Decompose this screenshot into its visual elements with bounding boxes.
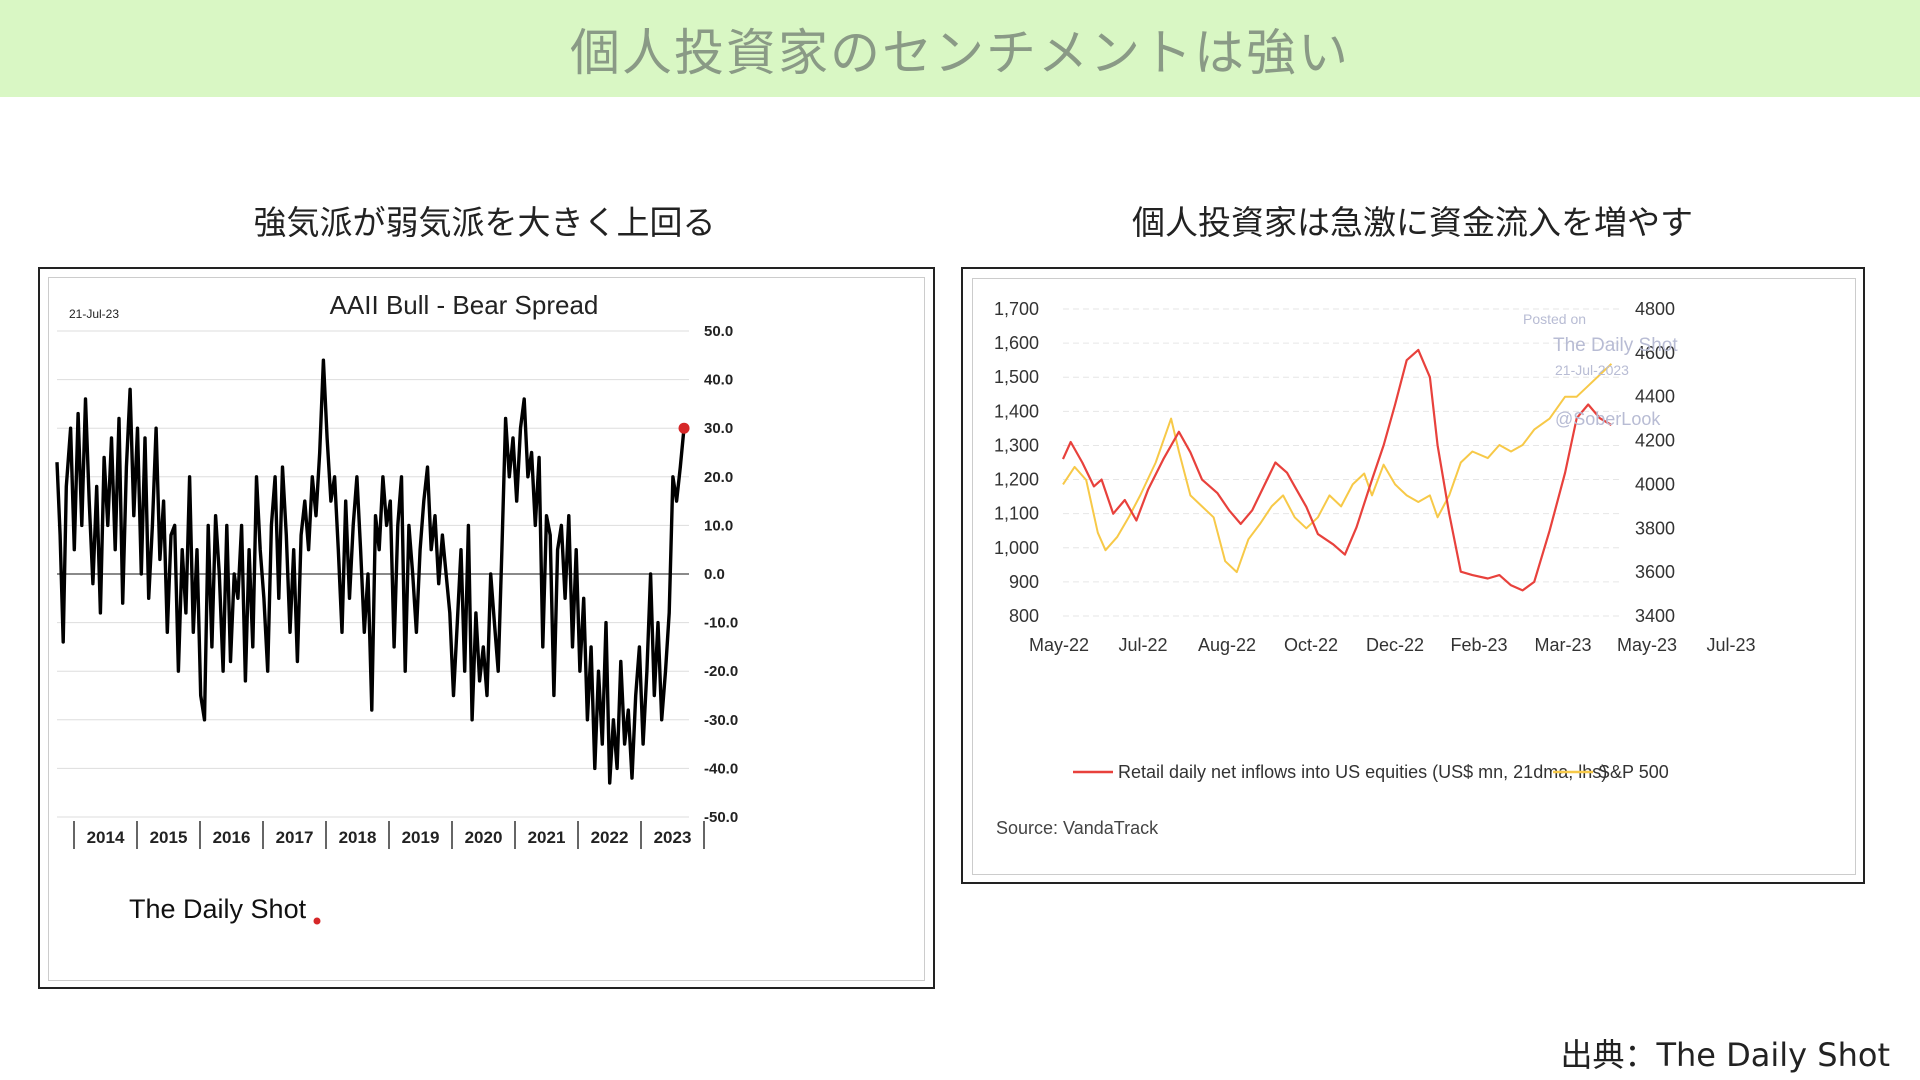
x-tick-label: 2023 — [654, 828, 692, 847]
left-y-tick-label: 800 — [1009, 606, 1039, 626]
x-tick-label: Dec-22 — [1366, 635, 1424, 655]
daily-shot-watermark: The Daily Shot — [129, 894, 307, 924]
left-chart-panel: 21-Jul-23 AAII Bull - Bear Spread 50.0 40… — [38, 267, 935, 989]
bull-bear-spread-chart: 21-Jul-23 AAII Bull - Bear Spread 50.0 40… — [55, 290, 738, 925]
header-bar: 個人投資家のセンチメントは強い — [0, 0, 1920, 97]
left-y-tick-label: 1,400 — [994, 401, 1039, 421]
right-chart-frame: 800 900 1,000 1,100 1,200 1,300 1,400 1,500 1,60… — [972, 278, 1856, 875]
watermark-publisher: The Daily Shot — [1553, 335, 1678, 356]
watermark-handle: @SoberLook — [1555, 409, 1661, 429]
y-tick-label: 30.0 — [704, 420, 733, 437]
right-y-tick-label: 3800 — [1635, 518, 1675, 538]
left-chart-caption: 強気派が弱気派を大きく上回る — [253, 203, 716, 242]
x-tick-label: 2021 — [528, 828, 566, 847]
x-tick-label: 2017 — [276, 828, 314, 847]
left-y-tick-label: 1,500 — [994, 367, 1039, 387]
right-y-tick-label: 4400 — [1635, 387, 1675, 407]
y-tick-label: -40.0 — [704, 760, 738, 777]
x-tick-label: 2022 — [591, 828, 629, 847]
left-chart-frame: 21-Jul-23 AAII Bull - Bear Spread 50.0 40… — [48, 277, 925, 981]
x-tick-label: Aug-22 — [1198, 635, 1256, 655]
x-tick-label: Oct-22 — [1284, 635, 1338, 655]
right-y-tick-label: 4000 — [1635, 474, 1675, 494]
right-y-tick-label: 4200 — [1635, 431, 1675, 451]
y-tick-label: -10.0 — [704, 615, 738, 632]
y-tick-label: 20.0 — [704, 469, 733, 486]
chart-title: AAII Bull - Bear Spread — [330, 290, 599, 320]
retail-inflows-chart: 800 900 1,000 1,100 1,200 1,300 1,400 1,500 1,60… — [994, 299, 1756, 838]
chart-source: Source: VandaTrack — [996, 818, 1159, 838]
chart-date-stamp: 21-Jul-23 — [69, 307, 119, 321]
retail-inflows-line — [1061, 348, 1612, 592]
right-y-tick-label: 3400 — [1635, 606, 1675, 626]
y-tick-label: -30.0 — [704, 712, 738, 729]
bull-bear-spread-line — [55, 358, 686, 785]
x-tick-label: 2014 — [87, 828, 125, 847]
left-y-tick-label: 1,600 — [994, 333, 1039, 353]
x-tick-label: 2020 — [465, 828, 503, 847]
latest-value-marker — [678, 422, 690, 434]
x-tick-label: May-23 — [1617, 635, 1677, 655]
x-tick-label: 2016 — [213, 828, 251, 847]
x-tick-label: Mar-23 — [1534, 635, 1591, 655]
x-tick-label: 2018 — [339, 828, 377, 847]
x-tick-label: 2019 — [402, 828, 440, 847]
left-y-tick-label: 900 — [1009, 572, 1039, 592]
y-tick-label: 40.0 — [704, 372, 733, 389]
left-y-tick-label: 1,000 — [994, 538, 1039, 558]
legend-label-inflows: Retail daily net inflows into US equitie… — [1118, 762, 1607, 782]
legend-label-sp500: S&P 500 — [1598, 762, 1669, 782]
x-tick-label: Jul-22 — [1118, 635, 1167, 655]
page-title: 個人投資家のセンチメントは強い — [570, 23, 1350, 82]
x-tick-label: May-22 — [1029, 635, 1089, 655]
right-y-tick-label: 4600 — [1635, 343, 1675, 363]
right-y-tick-label: 3600 — [1635, 562, 1675, 582]
watermark-posted-on: Posted on — [1523, 311, 1586, 327]
left-y-tick-label: 1,100 — [994, 504, 1039, 524]
source-note: 出典：The Daily Shot — [1560, 1036, 1890, 1074]
y-tick-label: 10.0 — [704, 517, 733, 534]
y-tick-label: 0.0 — [704, 566, 725, 583]
y-tick-label: 50.0 — [704, 323, 733, 340]
x-tick-label: 2015 — [150, 828, 188, 847]
y-tick-label: -20.0 — [704, 663, 738, 680]
x-tick-label: Feb-23 — [1450, 635, 1507, 655]
right-y-tick-label: 4800 — [1635, 299, 1675, 319]
watermark-dot — [313, 917, 321, 925]
left-y-tick-label: 1,700 — [994, 299, 1039, 319]
right-chart-caption: 個人投資家は急激に資金流入を増やす — [1132, 203, 1693, 242]
left-y-tick-label: 1,200 — [994, 470, 1039, 490]
y-tick-label: -50.0 — [704, 809, 738, 826]
x-tick-label: Jul-23 — [1706, 635, 1755, 655]
right-chart-panel: 800 900 1,000 1,100 1,200 1,300 1,400 1,500 1,60… — [961, 267, 1865, 884]
sp500-line — [1062, 363, 1613, 574]
watermark-date: 21-Jul-2023 — [1555, 362, 1629, 378]
left-y-tick-label: 1,300 — [994, 435, 1039, 455]
